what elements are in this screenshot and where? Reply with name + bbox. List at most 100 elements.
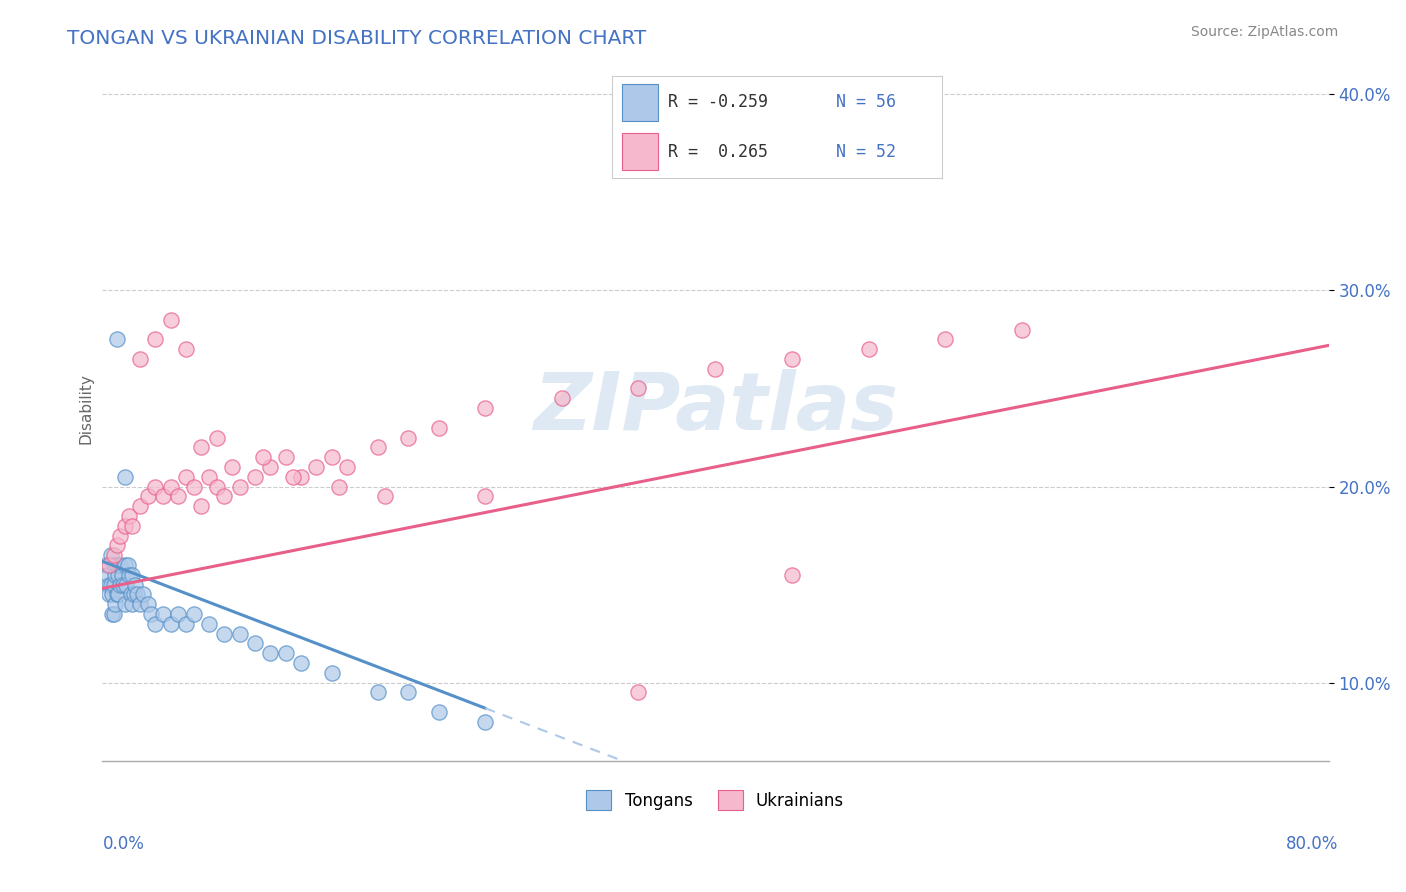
Point	[115, 577, 138, 591]
Point	[367, 685, 389, 699]
Point	[114, 469, 136, 483]
Point	[159, 313, 181, 327]
Point	[114, 558, 136, 572]
Point	[214, 626, 236, 640]
Point	[183, 607, 205, 621]
Point	[221, 459, 243, 474]
Point	[112, 577, 135, 591]
Point	[114, 518, 136, 533]
Text: R =  0.265: R = 0.265	[668, 143, 768, 161]
Point	[117, 558, 139, 572]
Point	[98, 587, 121, 601]
Legend: Tongans, Ukrainians: Tongans, Ukrainians	[579, 784, 851, 816]
Point	[104, 567, 127, 582]
Point	[107, 587, 129, 601]
Point	[228, 479, 250, 493]
Point	[132, 587, 155, 601]
Point	[305, 459, 328, 474]
Text: N = 52: N = 52	[837, 143, 896, 161]
Point	[103, 607, 125, 621]
Point	[174, 616, 197, 631]
Point	[105, 333, 128, 347]
Point	[136, 597, 159, 611]
Point	[103, 558, 125, 572]
Text: ZIPatlas: ZIPatlas	[533, 369, 897, 447]
Point	[118, 567, 141, 582]
Point	[122, 587, 145, 601]
Point	[283, 469, 305, 483]
Point	[290, 656, 312, 670]
Point	[108, 558, 131, 572]
Point	[328, 479, 350, 493]
Point	[167, 489, 190, 503]
Point	[205, 479, 228, 493]
Point	[627, 382, 650, 396]
Point	[214, 489, 236, 503]
Point	[159, 479, 181, 493]
Point	[427, 705, 450, 719]
Point	[143, 479, 166, 493]
Point	[167, 607, 190, 621]
Point	[118, 508, 141, 523]
Point	[259, 646, 281, 660]
Point	[103, 548, 125, 562]
Point	[396, 685, 419, 699]
Point	[174, 343, 197, 357]
Point	[336, 459, 359, 474]
Point	[190, 499, 212, 513]
Point	[105, 587, 128, 601]
Text: N = 56: N = 56	[837, 94, 896, 112]
Point	[198, 469, 221, 483]
Point	[274, 646, 297, 660]
Text: Source: ZipAtlas.com: Source: ZipAtlas.com	[1191, 25, 1339, 39]
Point	[205, 430, 228, 444]
Text: 80.0%: 80.0%	[1286, 835, 1339, 853]
Point	[124, 577, 146, 591]
Point	[474, 401, 496, 416]
Point	[243, 469, 266, 483]
Point	[136, 489, 159, 503]
Point	[97, 567, 120, 582]
Point	[159, 616, 181, 631]
Point	[396, 430, 419, 444]
Point	[143, 616, 166, 631]
Point	[129, 597, 152, 611]
Point	[228, 626, 250, 640]
Point	[704, 362, 727, 376]
Point	[259, 459, 281, 474]
Point	[551, 392, 574, 406]
Point	[321, 450, 343, 464]
Point	[152, 489, 174, 503]
Point	[98, 577, 121, 591]
Point	[120, 587, 142, 601]
Point	[98, 558, 121, 572]
Point	[274, 450, 297, 464]
Text: R = -0.259: R = -0.259	[668, 94, 768, 112]
Point	[1011, 323, 1033, 337]
Point	[100, 577, 122, 591]
Point	[96, 558, 118, 572]
Point	[105, 538, 128, 552]
Point	[107, 567, 129, 582]
Point	[110, 567, 132, 582]
Point	[104, 597, 127, 611]
Point	[121, 597, 143, 611]
Point	[129, 352, 152, 367]
Point	[108, 577, 131, 591]
Point	[100, 548, 122, 562]
Point	[427, 421, 450, 435]
Point	[290, 469, 312, 483]
Point	[627, 685, 650, 699]
Point	[780, 567, 803, 582]
Point	[934, 333, 956, 347]
Point	[129, 499, 152, 513]
Point	[374, 489, 396, 503]
Point	[101, 587, 124, 601]
Bar	[621, 133, 658, 170]
Point	[143, 333, 166, 347]
Point	[858, 343, 880, 357]
Point	[121, 518, 143, 533]
Point	[252, 450, 274, 464]
Point	[101, 607, 124, 621]
Point	[183, 479, 205, 493]
